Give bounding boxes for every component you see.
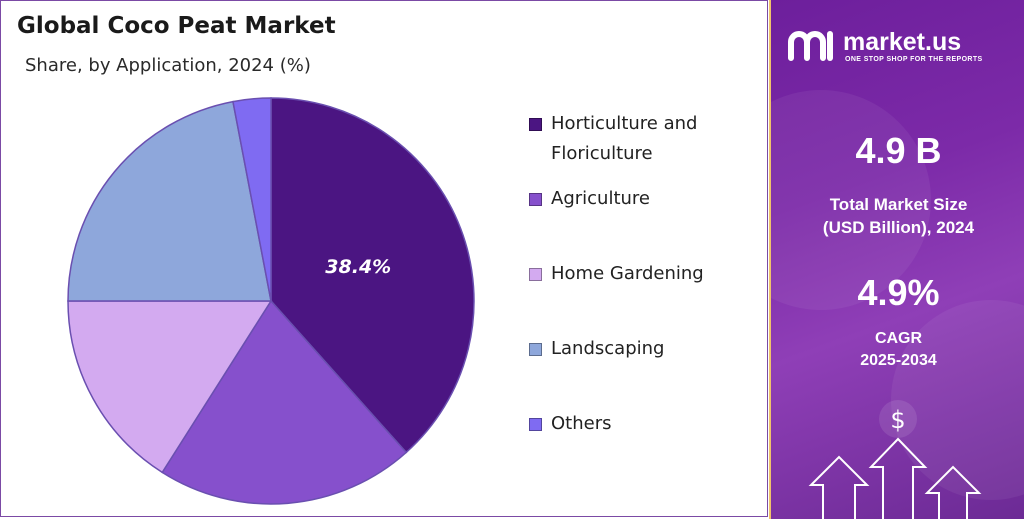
- market-size-caption: Total Market Size: [829, 195, 968, 214]
- legend-label: Others: [551, 413, 612, 434]
- legend-label: Landscaping: [551, 338, 665, 359]
- pie-slice-horticulture-and-floriculture: [270, 97, 475, 454]
- chart-title: Global Coco Peat Market: [17, 13, 336, 39]
- legend-item-horticulture-and-floriculture: Horticulture and Floriculture: [529, 109, 731, 169]
- cagr-period: 2025-2034: [860, 352, 937, 369]
- pie-slice-landscaping: [67, 100, 272, 302]
- brand-name: market.us: [843, 28, 962, 56]
- pie-slice-others: [232, 97, 272, 302]
- cagr-value: 4.9%: [857, 272, 940, 313]
- legend-label: Agriculture: [551, 188, 650, 209]
- legend-swatch: [529, 343, 542, 356]
- legend-swatch: [529, 268, 542, 281]
- chart-panel: Global Coco Peat Market Share, by Applic…: [0, 0, 768, 517]
- pie-slice-home-gardening: [67, 300, 273, 474]
- brand-logo-icon: [788, 31, 833, 61]
- legend-item-landscaping: Landscaping: [529, 334, 731, 364]
- legend-swatch: [529, 118, 542, 131]
- market-size-value: 4.9 B: [855, 130, 942, 171]
- dollar-icon-circle: [879, 400, 917, 438]
- arrow-up-icon: [868, 437, 928, 519]
- pie-slice-agriculture: [161, 299, 408, 505]
- arrow-up-icon: [808, 455, 870, 519]
- chart-subtitle: Share, by Application, 2024 (%): [25, 55, 311, 76]
- legend-label: Home Gardening: [551, 263, 704, 284]
- legend-item-others: Others: [529, 409, 731, 439]
- brand-tagline: ONE STOP SHOP FOR THE REPORTS: [845, 56, 983, 63]
- legend-label: Horticulture and Floriculture: [551, 113, 698, 164]
- market-size-caption-unit: (USD Billion), 2024: [822, 218, 975, 237]
- growth-arrows-icon: $: [808, 400, 982, 519]
- legend-swatch: [529, 418, 542, 431]
- dollar-icon: $: [890, 406, 905, 434]
- brand: market.us ONE STOP SHOP FOR THE REPORTS: [787, 28, 1017, 68]
- summary-panel: market.us ONE STOP SHOP FOR THE REPORTS …: [769, 0, 1024, 519]
- legend-item-home-gardening: Home Gardening: [529, 259, 731, 289]
- pie-data-label: 38.4%: [325, 256, 391, 278]
- arrow-up-icon: [924, 465, 982, 519]
- cagr-caption: CAGR: [874, 330, 923, 347]
- pie-chart: 38.4%: [67, 97, 475, 505]
- legend-item-agriculture: Agriculture: [529, 184, 731, 214]
- legend-swatch: [529, 193, 542, 206]
